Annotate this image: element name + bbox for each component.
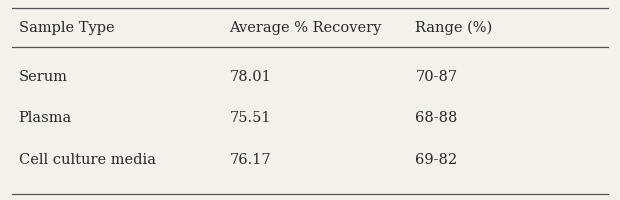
Text: Plasma: Plasma — [19, 110, 72, 124]
Text: 78.01: 78.01 — [229, 70, 271, 84]
Text: Range (%): Range (%) — [415, 20, 493, 35]
Text: 69-82: 69-82 — [415, 152, 458, 166]
Text: 76.17: 76.17 — [229, 152, 271, 166]
Text: 70-87: 70-87 — [415, 70, 458, 84]
Text: 68-88: 68-88 — [415, 110, 458, 124]
Text: Sample Type: Sample Type — [19, 21, 114, 35]
Text: Serum: Serum — [19, 70, 68, 84]
Text: 75.51: 75.51 — [229, 110, 271, 124]
Text: Cell culture media: Cell culture media — [19, 152, 156, 166]
Text: Average % Recovery: Average % Recovery — [229, 21, 382, 35]
